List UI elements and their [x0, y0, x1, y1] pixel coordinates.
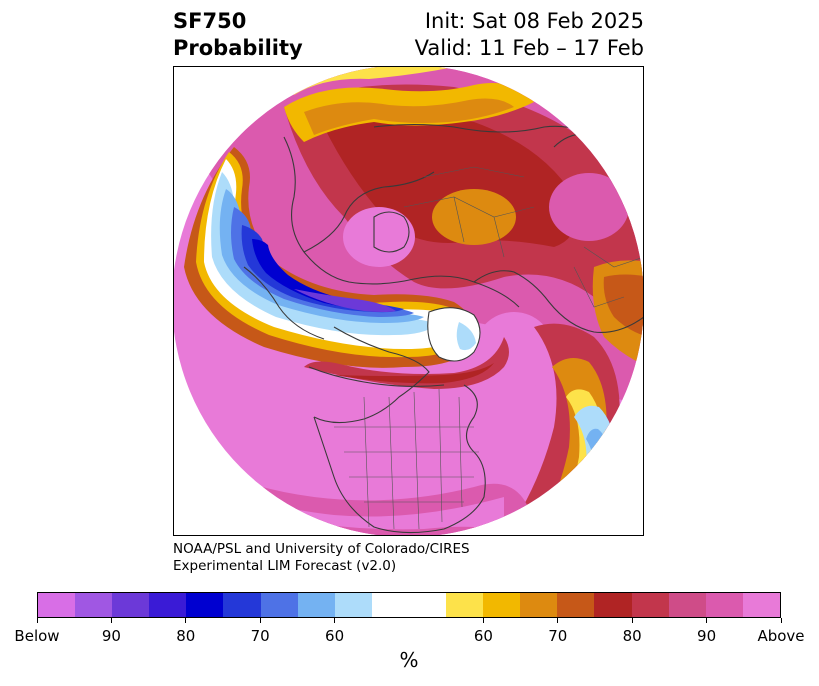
colorbar-segment	[483, 593, 521, 617]
map-panel	[173, 66, 644, 536]
colorbar-segment	[520, 593, 558, 617]
field-above-max-europe	[474, 312, 554, 392]
canada-coast	[313, 326, 430, 424]
colorbar-segment	[334, 593, 372, 617]
valid-range: Valid: 11 Feb – 17 Feb	[414, 36, 644, 60]
field-above-60-north	[304, 98, 514, 135]
europe-borders	[573, 246, 643, 308]
colorbar-segment	[557, 593, 595, 617]
colorbar-tick-label: 70	[250, 627, 270, 645]
colorbar-tick-label: 60	[325, 627, 345, 645]
field-above-70-canada	[334, 363, 494, 384]
colorbar-segment	[705, 593, 743, 617]
colorbar-segment	[260, 593, 298, 617]
field-below-70	[241, 225, 404, 313]
colorbar-tick-label: 80	[622, 627, 642, 645]
colorbar-tick-mark	[557, 618, 559, 623]
title-subtitle: Probability	[173, 36, 303, 60]
field-below-40-greenland	[456, 322, 476, 351]
forecast-dates: Init: Sat 08 Feb 2025 Valid: 11 Feb – 17…	[415, 8, 644, 62]
probability-field	[174, 67, 643, 535]
field-below-max	[294, 289, 396, 312]
colorbar-segment	[38, 593, 76, 617]
us-state-lines-h	[334, 426, 479, 503]
colorbar-tick-mark	[259, 618, 261, 623]
colorbar-segment	[297, 593, 335, 617]
title-variable: SF750	[173, 9, 247, 33]
credit-line-1: NOAA/PSL and University of Colorado/CIRE…	[173, 541, 470, 557]
colorbar-tick-mark	[110, 618, 112, 623]
us-canada-border	[308, 366, 445, 387]
colorbar-tick-label: 80	[176, 627, 196, 645]
field-above-max-east-asia	[343, 207, 415, 267]
colorbar-segment	[75, 593, 113, 617]
colorbar-segment	[149, 593, 187, 617]
colorbar	[37, 592, 781, 618]
colorbar-tick-label: 60	[473, 627, 493, 645]
colorbar-segment	[186, 593, 224, 617]
credit-line-2: Experimental LIM Forecast (v2.0)	[173, 558, 397, 574]
us-state-lines-v	[363, 388, 463, 530]
asia-coast	[283, 136, 520, 308]
colorbar-segment	[223, 593, 261, 617]
colorbar-tick-label: 90	[101, 627, 121, 645]
colorbar-units: %	[399, 648, 419, 672]
colorbar-tick-mark	[185, 618, 187, 623]
colorbar-tick-label: 90	[697, 627, 717, 645]
map-credit: NOAA/PSL and University of Colorado/CIRE…	[173, 541, 470, 575]
colorbar-tick-mark	[631, 618, 633, 623]
colorbar-tick-label: Above	[757, 627, 805, 645]
field-above-60-siberia	[432, 189, 516, 245]
state-borders	[334, 166, 643, 530]
colorbar-segment	[112, 593, 150, 617]
colorbar-tick-mark	[780, 618, 782, 623]
colorbar-tick-label: Below	[14, 627, 60, 645]
map-title: SF750 Probability	[173, 8, 303, 62]
polar-map	[174, 67, 643, 535]
north-america-coast	[313, 384, 486, 534]
colorbar-tick-label: 70	[548, 627, 568, 645]
asia-borders	[403, 166, 535, 258]
colorbar-tick-mark	[482, 618, 484, 623]
east-asia-region	[373, 211, 410, 253]
init-date: Init: Sat 08 Feb 2025	[424, 9, 644, 33]
colorbar-tick-mark	[334, 618, 336, 623]
field-above-90-north-asia	[549, 173, 629, 241]
colorbar-segment	[371, 593, 409, 617]
colorbar-segment	[446, 593, 484, 617]
alaska-coast	[243, 266, 325, 340]
colorbar-segment	[668, 593, 706, 617]
colorbar-segment	[631, 593, 669, 617]
colorbar-segment	[594, 593, 632, 617]
europe-coast	[473, 270, 643, 333]
greenland-coast	[427, 307, 481, 362]
colorbar-tick-mark	[36, 618, 38, 623]
colorbar-segment	[408, 593, 447, 617]
china-border	[303, 171, 435, 253]
colorbar-tick-mark	[706, 618, 708, 623]
colorbar-segment	[742, 593, 780, 617]
